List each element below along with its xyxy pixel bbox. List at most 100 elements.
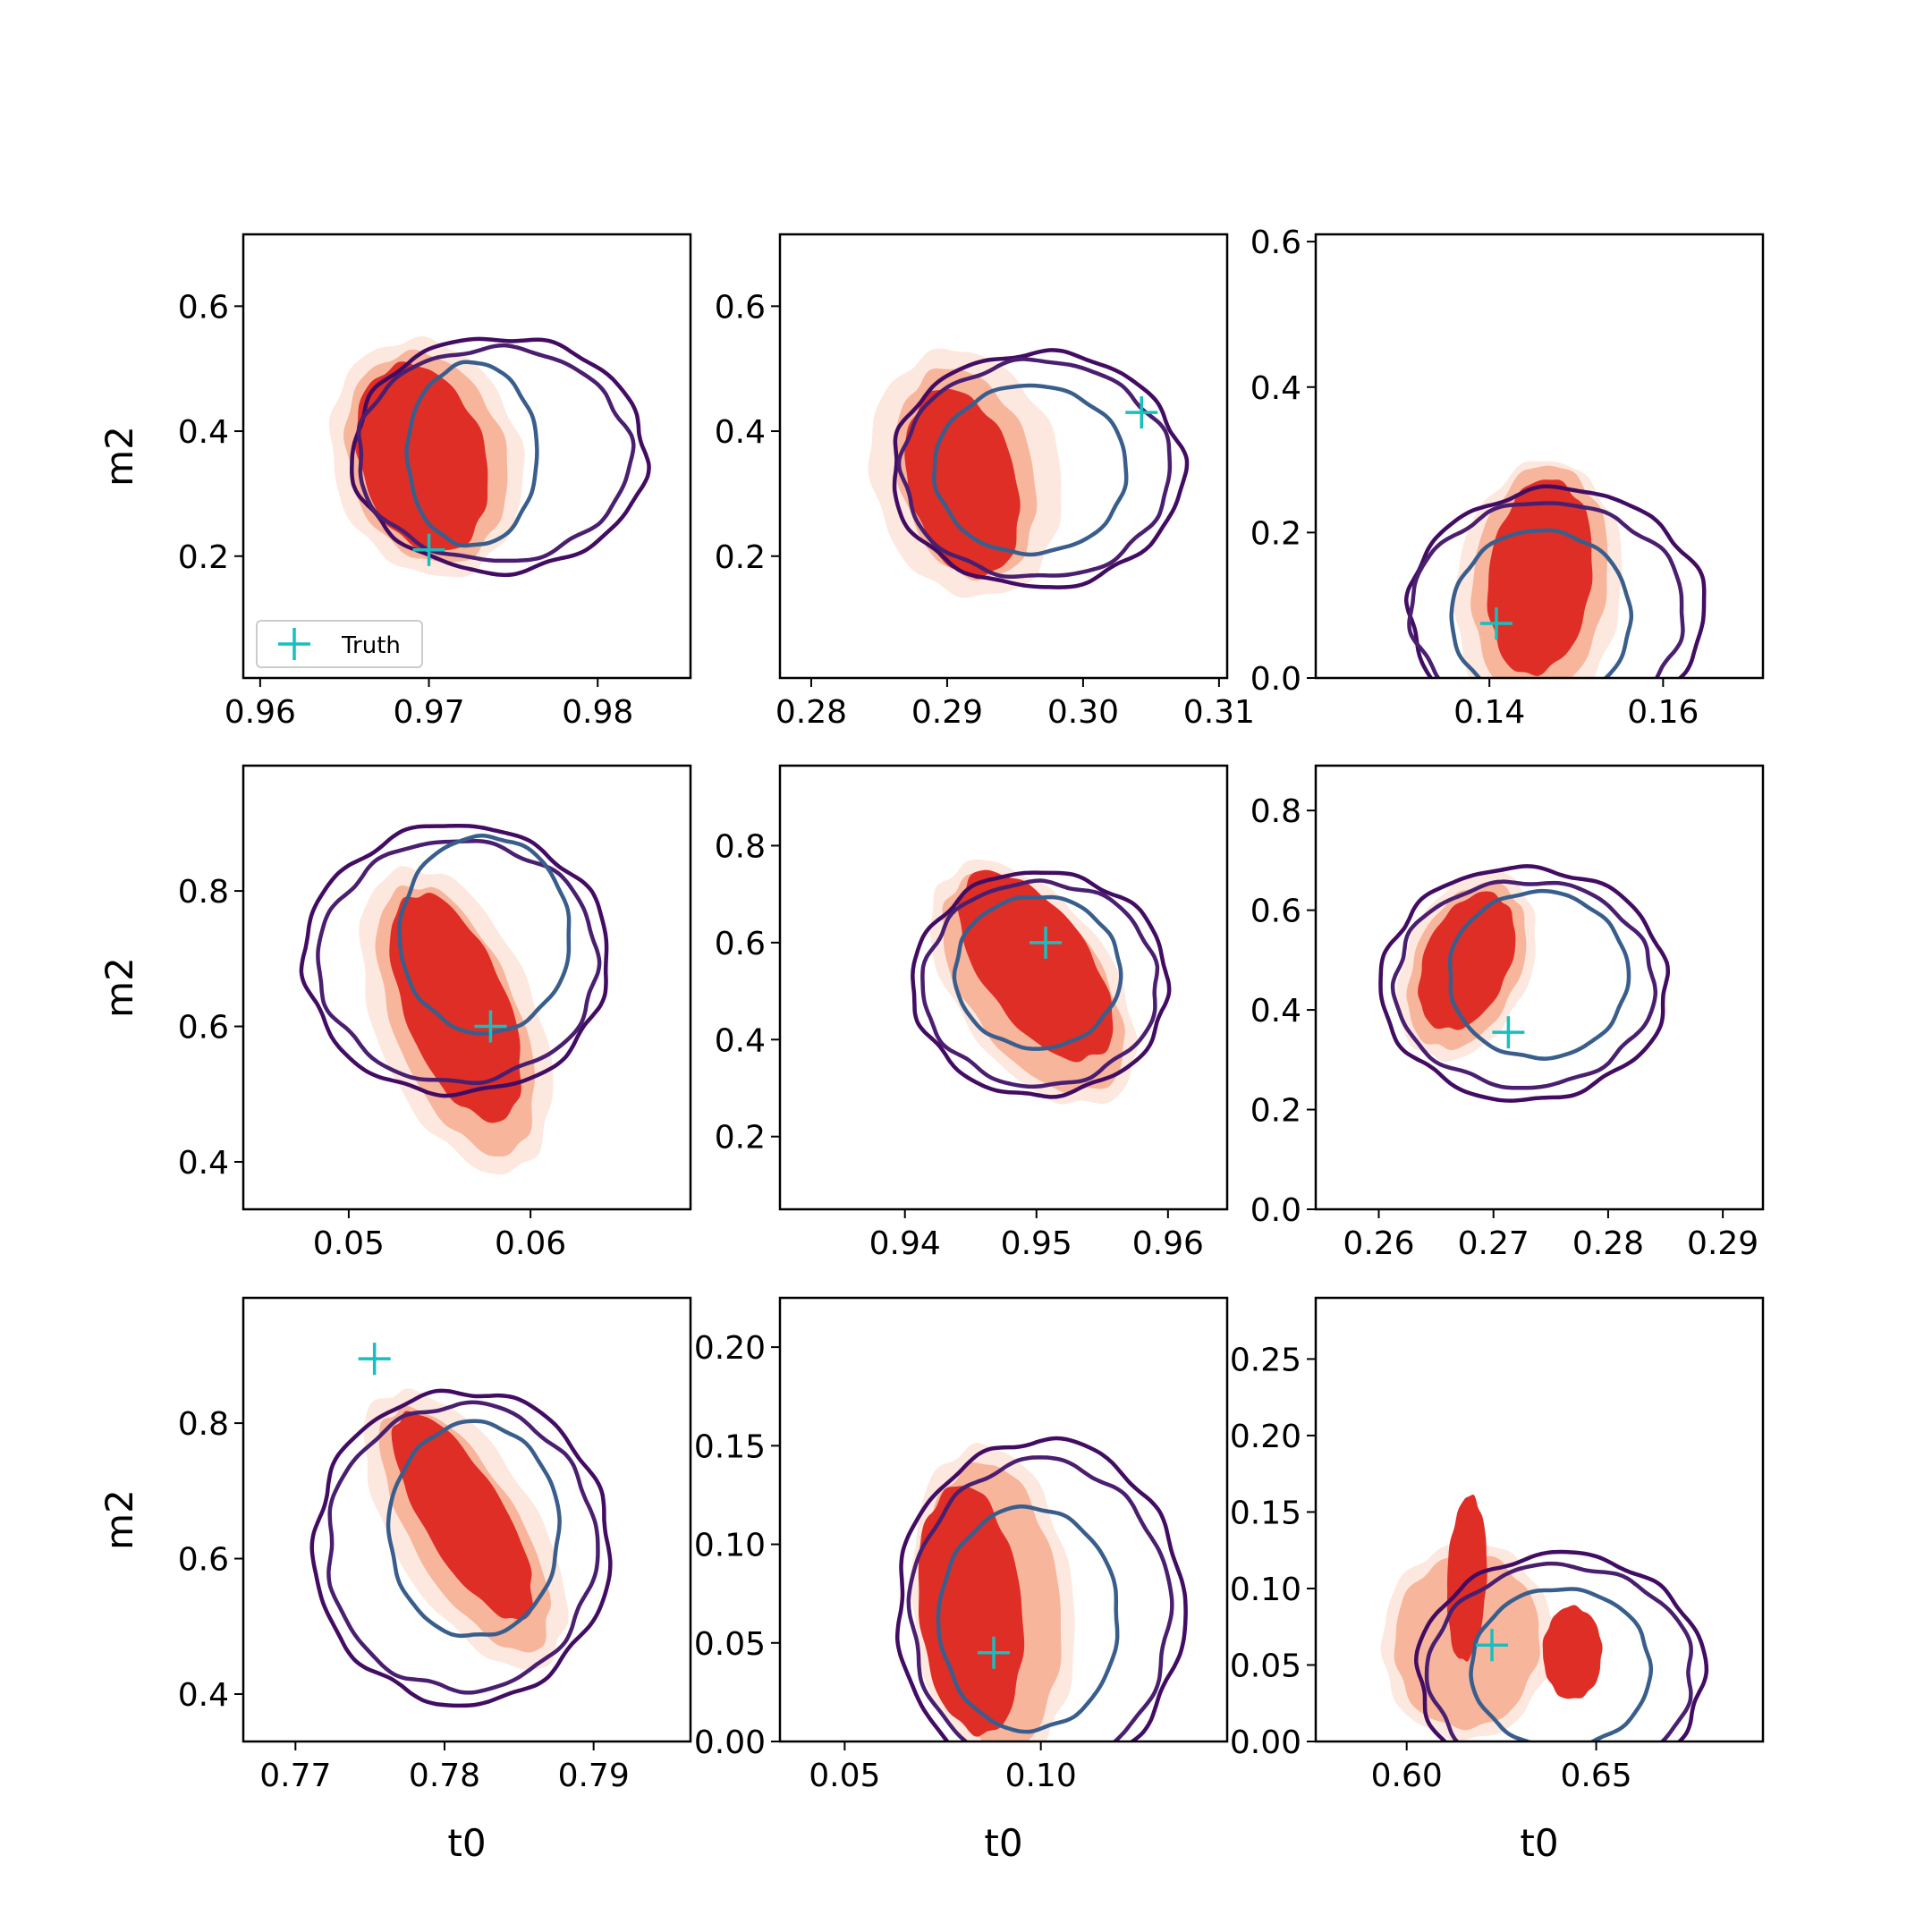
y-tick-label: 0.00 [694, 1724, 766, 1761]
density-fill-inner [1542, 1605, 1603, 1699]
y-tick-label: 0.05 [1230, 1648, 1301, 1684]
truth-marker [358, 1343, 391, 1376]
x-axis-label: t0 [447, 1821, 486, 1865]
legend-label: Truth [341, 632, 401, 659]
axes-frame [1314, 1296, 1765, 1743]
y-tick-label: 0.2 [1250, 1093, 1301, 1130]
plot-area [1403, 461, 1707, 678]
x-tick-label: 0.29 [911, 694, 983, 731]
y-tick-label: 0.4 [1250, 993, 1301, 1030]
y-tick-label: 0.4 [178, 1677, 229, 1714]
y-tick-label: 0.0 [1250, 661, 1301, 698]
contour-inner [932, 383, 1129, 557]
contour-middle [920, 878, 1160, 1089]
truth-marker [978, 1636, 1011, 1669]
y-tick-label: 0.8 [178, 1406, 229, 1443]
contour-outer [894, 1436, 1188, 1741]
plot-area [309, 1343, 613, 1708]
panel-r1c3: 0.14 0.16 0.0 0.2 0.4 0.6 [1250, 225, 1765, 731]
x-tick-label: 0.97 [393, 694, 464, 731]
axes-frame [1314, 764, 1765, 1211]
truth-marker [1492, 1016, 1525, 1049]
y-tick-label: 0.4 [1250, 370, 1301, 407]
contour-inner [936, 1504, 1120, 1734]
x-tick-label: 0.05 [809, 1758, 880, 1794]
plot-area [911, 859, 1172, 1105]
x-axis-label: t0 [984, 1821, 1022, 1865]
plot-area [894, 1436, 1188, 1741]
y-tick-label: 0.4 [715, 414, 766, 451]
y-tick-label: 0.6 [178, 1010, 229, 1046]
contour-inner [397, 834, 572, 1036]
y-tick-label: 0.00 [1230, 1724, 1301, 1761]
y-tick-label: 0.20 [694, 1330, 766, 1367]
contour-inner [952, 894, 1123, 1051]
y-tick-label: 0.4 [715, 1022, 766, 1059]
truth-marker [1030, 926, 1063, 959]
contour-outer [1403, 484, 1707, 678]
y-tick-label: 0.10 [1230, 1572, 1301, 1608]
contour-middle [906, 1455, 1174, 1741]
x-tick-label: 0.26 [1343, 1225, 1414, 1262]
y-tick-label: 0.8 [178, 874, 229, 911]
y-tick-label: 0.4 [178, 1145, 229, 1182]
y-tick-label: 0.2 [1250, 515, 1301, 552]
plot-area [1380, 1494, 1709, 1741]
y-tick-label: 0.25 [1230, 1342, 1301, 1378]
y-tick-label: 0.2 [178, 539, 229, 576]
x-tick-label: 0.95 [1001, 1225, 1072, 1262]
x-tick-label: 0.96 [225, 694, 296, 731]
axes-frame [242, 764, 692, 1211]
y-tick-label: 0.15 [694, 1428, 766, 1465]
density-fill-inner [1418, 891, 1516, 1030]
contour-middle [1407, 501, 1685, 678]
x-tick-label: 0.65 [1560, 1758, 1631, 1794]
panel-r2c3: 0.26 0.27 0.28 0.29 0.0 0.2 0.4 0.6 0.8 [1250, 764, 1765, 1262]
contour-inner [1447, 888, 1631, 1061]
density-fill-inner [354, 361, 488, 551]
y-tick-label: 0.8 [715, 828, 766, 865]
y-tick-label: 0.10 [694, 1528, 766, 1564]
contour-outer [309, 1388, 613, 1708]
x-tick-label: 0.96 [1132, 1225, 1204, 1262]
panel-r2c2: 0.94 0.95 0.96 0.2 0.4 0.6 0.8 [715, 764, 1229, 1262]
panel-r1c2: 0.28 0.29 0.30 0.31 0.2 0.4 0.6 [715, 233, 1255, 731]
contour-middle [896, 357, 1173, 580]
x-tick-label: 0.31 [1183, 694, 1255, 731]
contour-middle [326, 1400, 600, 1695]
plot-area [299, 823, 609, 1175]
axes-frame [778, 233, 1229, 680]
truth-marker [412, 533, 445, 566]
x-tick-label: 0.05 [313, 1225, 385, 1262]
contour-middle [1424, 1561, 1693, 1741]
x-tick-label: 0.14 [1453, 694, 1525, 731]
y-tick-label: 0.6 [715, 926, 766, 962]
contour-middle [356, 343, 636, 564]
contour-outer [299, 823, 609, 1098]
y-axis-label: m2 [97, 957, 141, 1018]
x-tick-label: 0.79 [558, 1758, 630, 1794]
axes-frame [1314, 233, 1765, 680]
contour-outer [892, 348, 1190, 589]
x-tick-label: 0.06 [495, 1225, 566, 1262]
y-tick-label: 0.05 [694, 1626, 766, 1663]
x-tick-label: 0.98 [562, 694, 633, 731]
y-tick-label: 0.6 [715, 289, 766, 326]
panel-r2c1: 0.05 0.06 0.4 0.6 0.8 m2 [97, 764, 692, 1262]
y-tick-label: 0.6 [178, 289, 229, 326]
contour-outer [911, 870, 1172, 1099]
y-tick-label: 0.15 [1230, 1495, 1301, 1531]
contour-inner [404, 360, 539, 548]
x-tick-label: 0.28 [1572, 1225, 1644, 1262]
x-tick-label: 0.16 [1627, 694, 1699, 731]
truth-marker [1479, 607, 1513, 640]
panel-r3c1: 0.77 0.78 0.79 0.4 0.6 0.8 m2 t0 [97, 1296, 692, 1865]
y-axis-label: m2 [97, 1489, 141, 1550]
contour-inner [1449, 528, 1634, 678]
contour-inner [386, 1419, 562, 1639]
contour-outer [1378, 864, 1671, 1103]
y-tick-label: 0.6 [1250, 894, 1301, 930]
density-fill-inner [1446, 1494, 1487, 1662]
panel-r1c1: 0.96 0.97 0.98 0.2 0.4 0.6 m2 Truth [97, 233, 692, 731]
